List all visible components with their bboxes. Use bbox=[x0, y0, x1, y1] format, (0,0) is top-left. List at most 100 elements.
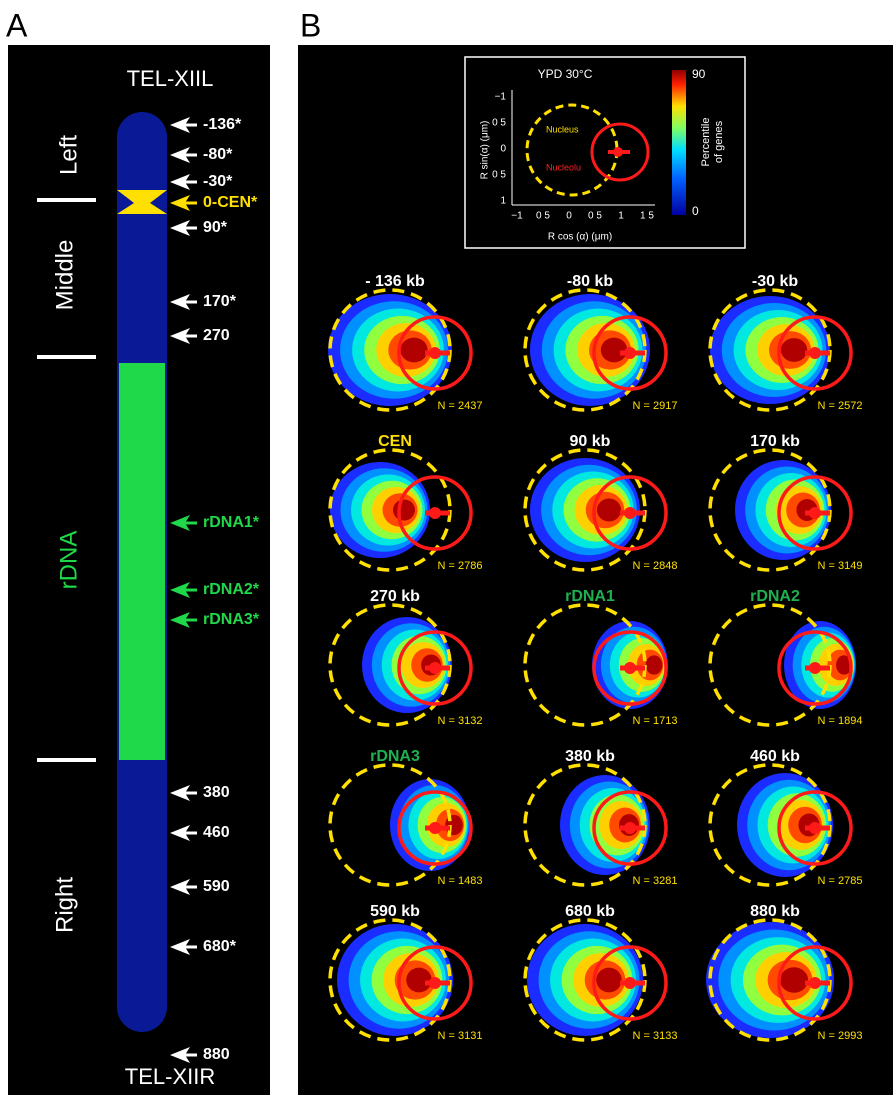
plot-count: N = 2572 bbox=[818, 400, 863, 412]
marker-label: -80* bbox=[203, 146, 233, 163]
plot-title: - 136 kb bbox=[365, 273, 425, 290]
marker-arrow bbox=[170, 939, 190, 955]
nucleus-outline bbox=[708, 448, 832, 572]
center-mark bbox=[624, 662, 636, 674]
heatmap-plot: 90 kb N = 2848 bbox=[523, 433, 678, 572]
center-mark bbox=[624, 822, 636, 834]
nucleus-outline bbox=[328, 763, 452, 887]
colorbar-min: 0 bbox=[692, 204, 699, 218]
plot-title: rDNA1 bbox=[565, 588, 615, 605]
tick-label: −1 bbox=[511, 211, 523, 222]
center-mark bbox=[429, 507, 441, 519]
marker-label: rDNA1* bbox=[203, 514, 260, 531]
nucleolus-outline bbox=[592, 475, 668, 551]
center-mark bbox=[429, 662, 441, 674]
panel-label: A bbox=[6, 7, 28, 43]
telomere-label: TEL-XIIL bbox=[127, 66, 214, 91]
tick-label: 1 bbox=[618, 211, 624, 222]
center-mark bbox=[809, 822, 821, 834]
axis-label: R sin(α) (μm) bbox=[480, 121, 491, 180]
density-layer bbox=[596, 967, 622, 993]
marker-arrow bbox=[170, 220, 190, 236]
nucleolus-outline bbox=[592, 630, 668, 706]
heatmap-plot: 380 kb N = 3281 bbox=[523, 748, 677, 887]
tick-label: 0 5 bbox=[492, 170, 506, 181]
plot-title: rDNA3 bbox=[370, 748, 420, 765]
plot-count: N = 1483 bbox=[438, 875, 483, 887]
center-mark bbox=[809, 507, 821, 519]
heatmap-plot: - 136 kb N = 2437 bbox=[328, 273, 482, 412]
nucleus-outline bbox=[328, 918, 452, 1042]
heatmap-plot: 460 kb N = 2785 bbox=[708, 748, 862, 887]
marker-label: 460 bbox=[203, 824, 230, 841]
colorbar-max: 90 bbox=[692, 67, 706, 81]
tick-label: 0 5 bbox=[536, 211, 550, 222]
nucleus-outline bbox=[523, 603, 647, 727]
nucleolus-outline bbox=[397, 475, 473, 551]
marker-label: rDNA3* bbox=[203, 611, 260, 628]
nucleolus-outline bbox=[777, 315, 853, 391]
colorbar bbox=[672, 70, 686, 215]
density-layer bbox=[836, 655, 852, 675]
panel-label: B bbox=[300, 7, 321, 43]
nucleus-outline bbox=[328, 603, 452, 727]
nucleolus-outline bbox=[777, 630, 853, 706]
plot-title: rDNA2 bbox=[750, 588, 800, 605]
nucleolus-outline bbox=[592, 315, 668, 391]
heatmap-plot: rDNA2 N = 1894 bbox=[708, 588, 863, 727]
marker-label: 680* bbox=[203, 938, 237, 955]
nucleus-outline bbox=[523, 448, 647, 572]
tick-label: 0 bbox=[500, 144, 506, 155]
marker-label: 880 bbox=[203, 1046, 230, 1063]
tick-label: −1 bbox=[495, 92, 507, 103]
marker-label: -30* bbox=[203, 173, 233, 190]
plot-title: 590 kb bbox=[370, 903, 420, 920]
plot-title: 270 kb bbox=[370, 588, 420, 605]
marker-arrow bbox=[170, 117, 190, 133]
inset: YPD 30°C Nucleus Nucleolu R sin(α) (μm) … bbox=[464, 56, 746, 249]
nucleus-outline bbox=[523, 288, 647, 412]
density-layer bbox=[779, 967, 809, 993]
nucleolus-outline bbox=[592, 945, 668, 1021]
tick-label: 0 bbox=[566, 211, 572, 222]
plot-title: -80 kb bbox=[567, 273, 613, 290]
center-mark bbox=[624, 347, 636, 359]
center-mark bbox=[613, 147, 623, 157]
nucleus-outline bbox=[708, 918, 832, 1042]
marker-label: 590 bbox=[203, 878, 230, 895]
plot-count: N = 2993 bbox=[818, 1030, 863, 1042]
heatmap-plot: rDNA3 N = 1483 bbox=[328, 748, 483, 887]
marker-arrow bbox=[170, 612, 190, 628]
plot-count: N = 2437 bbox=[438, 400, 483, 412]
marker-arrow bbox=[170, 582, 190, 598]
density-layer bbox=[393, 499, 415, 521]
marker-arrow bbox=[170, 147, 190, 163]
density-layer bbox=[596, 498, 622, 522]
marker-arrow bbox=[170, 785, 190, 801]
plot-count: N = 2917 bbox=[633, 400, 678, 412]
marker-label: 380 bbox=[203, 784, 230, 801]
center-mark bbox=[624, 977, 636, 989]
plot-count: N = 3132 bbox=[438, 715, 483, 727]
nucleus-outline bbox=[708, 763, 832, 887]
density-layer bbox=[600, 337, 628, 363]
plot-title: 90 kb bbox=[570, 433, 611, 450]
plot-count: N = 2848 bbox=[633, 560, 678, 572]
colorbar-label: of genes bbox=[713, 120, 725, 163]
nucleus-outline bbox=[523, 763, 647, 887]
nucleolus-label: Nucleolu bbox=[546, 162, 581, 172]
marker-arrow bbox=[170, 174, 190, 190]
axis-label: R cos (α) (μm) bbox=[548, 232, 612, 243]
plot-title: -30 kb bbox=[752, 273, 798, 290]
nucleolus-outline bbox=[777, 945, 853, 1021]
colorbar-label: Percentile bbox=[700, 118, 712, 167]
region-label: Right bbox=[51, 877, 78, 933]
marker-arrow bbox=[170, 328, 190, 344]
plot-title: 680 kb bbox=[565, 903, 615, 920]
plot-count: N = 1894 bbox=[818, 715, 863, 727]
marker-label: -136* bbox=[203, 116, 242, 133]
heatmap-plot: -30 kb N = 2572 bbox=[708, 273, 863, 412]
marker-label: 170* bbox=[203, 293, 237, 310]
